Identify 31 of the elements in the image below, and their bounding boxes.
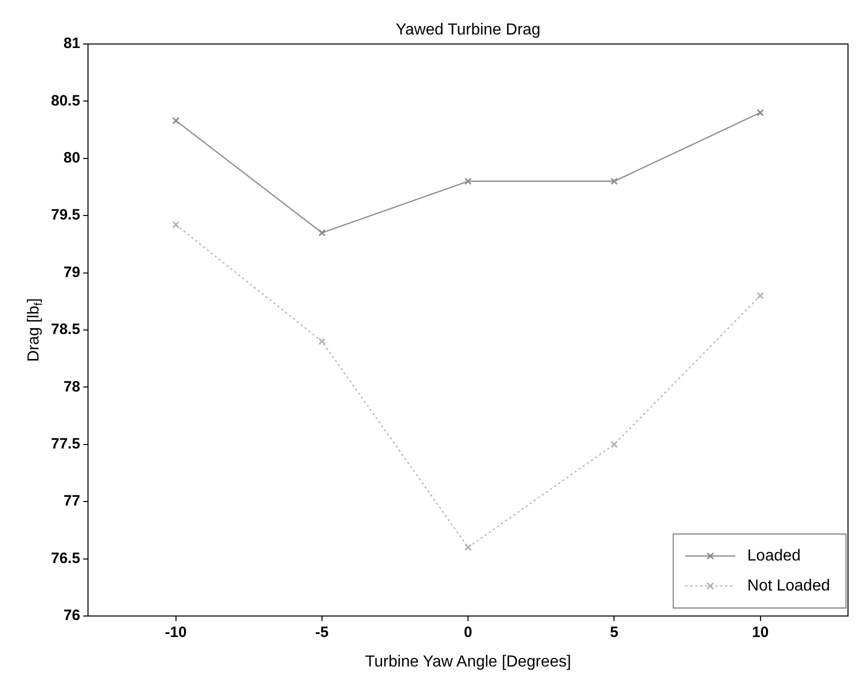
x-tick-label: 0 (464, 624, 472, 642)
chart-title: Yawed Turbine Drag (396, 21, 540, 38)
x-tick-label: 10 (752, 624, 769, 642)
x-tick-label: 5 (610, 624, 618, 642)
y-tick-label: 79 (64, 264, 80, 281)
point (318, 229, 326, 236)
point (464, 544, 472, 551)
point (318, 338, 326, 346)
point (464, 178, 472, 185)
y-tick-label: 81 (64, 35, 80, 52)
y-tick-label: 80 (64, 150, 80, 167)
y-tick-label: 76.5 (50, 550, 80, 567)
legend-label: Loaded (747, 547, 801, 564)
y-tick-label: 78 (64, 378, 80, 396)
y-tick-label: 77 (64, 492, 80, 510)
x-axis-title: Turbine Yaw Angle [Degrees] (365, 653, 572, 670)
y-tick-label: 76 (64, 607, 80, 624)
point (756, 292, 764, 300)
y-tick-label: 79.5 (50, 206, 80, 224)
x-tick-label: -10 (165, 624, 187, 642)
point (172, 221, 180, 228)
y-tick-label: 77.5 (50, 436, 80, 453)
point (610, 178, 618, 185)
y-tick-label: 78.5 (50, 321, 80, 338)
x-tick-label: -5 (315, 624, 329, 642)
y-axis-title: Drag [lbf] (25, 298, 45, 362)
point (756, 109, 764, 116)
legend-label: Not Loaded (747, 577, 830, 594)
point (610, 440, 618, 448)
y-tick-label: 80.5 (50, 92, 80, 110)
point (172, 117, 180, 124)
